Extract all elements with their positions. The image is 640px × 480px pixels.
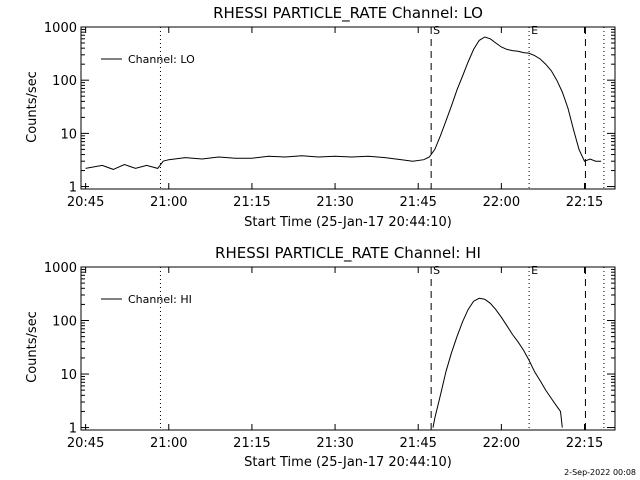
footer-timestamp: 2-Sep-2022 00:08 xyxy=(564,468,636,477)
marker-label: E xyxy=(531,264,538,277)
panel-hi-ticks: 20:45 21:00 21:15 21:30 21:45 22:00 22:15 1 10 10… xyxy=(44,261,615,451)
marker-label: E xyxy=(531,24,538,37)
series-line xyxy=(85,36,602,170)
legend-label: Channel: HI xyxy=(128,293,192,306)
x-tick-label: 20:45 xyxy=(67,436,104,451)
x-tick-label: 21:45 xyxy=(399,195,436,210)
panel-hi-xlabel: Start Time (25-Jan-17 20:44:10) xyxy=(244,455,452,470)
y-tick-label: 1000 xyxy=(44,261,77,276)
panel-hi-title: RHESSI PARTICLE_RATE Channel: HI xyxy=(215,244,481,263)
x-tick-label: 21:15 xyxy=(233,436,270,451)
panel-hi: RHESSI PARTICLE_RATE Channel: HI Counts/… xyxy=(25,244,616,470)
panel-hi-ylabel: Counts/sec xyxy=(25,311,40,383)
y-tick-label: 100 xyxy=(52,74,77,89)
x-tick-label: 21:15 xyxy=(233,195,270,210)
panel-lo-series xyxy=(85,36,602,170)
x-tick-label: 21:00 xyxy=(150,195,187,210)
panel-lo-frame xyxy=(80,26,616,190)
panel-lo-title: RHESSI PARTICLE_RATE Channel: LO xyxy=(213,4,483,23)
y-tick-label: 10 xyxy=(60,127,77,142)
x-tick-label: 22:00 xyxy=(483,195,520,210)
y-tick-label: 100 xyxy=(52,315,77,330)
x-tick-label: 22:00 xyxy=(483,436,520,451)
panel-lo-xlabel: Start Time (25-Jan-17 20:44:10) xyxy=(244,215,452,230)
x-tick-label: 21:30 xyxy=(316,436,353,451)
panel-hi-legend: Channel: HI xyxy=(101,293,192,306)
y-tick-label: 1000 xyxy=(44,21,77,36)
y-tick-label: 10 xyxy=(60,368,77,383)
x-tick-label: 20:45 xyxy=(67,195,104,210)
series-line xyxy=(432,297,563,428)
y-tick-label: 1 xyxy=(69,181,77,196)
panel-hi-series xyxy=(432,297,563,428)
panel-lo: RHESSI PARTICLE_RATE Channel: LO Counts/… xyxy=(25,4,616,230)
x-tick-label: 22:15 xyxy=(566,436,603,451)
x-tick-label: 21:00 xyxy=(150,436,187,451)
panel-lo-ticks: 20:45 21:00 21:15 21:30 21:45 22:00 22:15 1 10 10… xyxy=(44,21,615,210)
x-tick-label: 21:30 xyxy=(316,195,353,210)
panel-lo-ylabel: Counts/sec xyxy=(25,71,40,143)
x-tick-label: 21:45 xyxy=(399,436,436,451)
y-tick-label: 1 xyxy=(69,422,77,437)
marker-label: S xyxy=(433,264,440,277)
x-tick-label: 22:15 xyxy=(566,195,603,210)
legend-label: Channel: LO xyxy=(128,53,195,66)
panel-lo-legend: Channel: LO xyxy=(101,53,195,66)
panel-hi-frame xyxy=(80,266,616,431)
marker-label: S xyxy=(433,24,440,37)
